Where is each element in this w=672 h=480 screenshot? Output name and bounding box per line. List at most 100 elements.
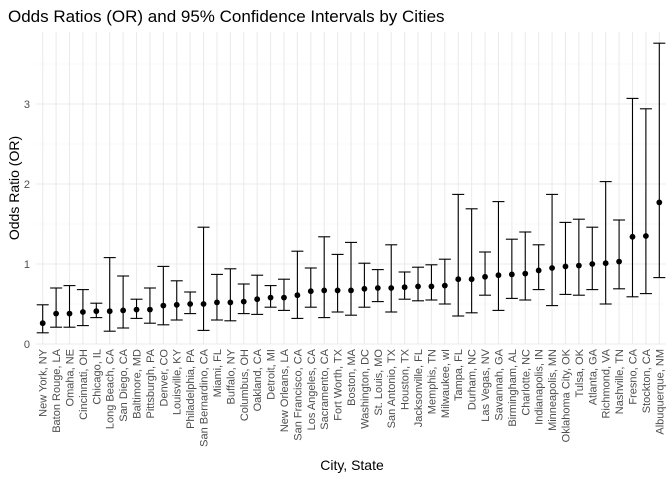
x-tick-label: San Diego, CA — [118, 348, 130, 421]
x-tick-label: Las Vegas, NV — [480, 348, 492, 421]
y-axis-title: Odds Ratio (OR) — [6, 136, 22, 240]
or-estimate-point — [602, 260, 609, 267]
or-estimate-point — [93, 308, 100, 315]
error-bar — [103, 257, 116, 332]
x-tick-label: Buffalo, NY — [225, 348, 237, 404]
or-estimate-point — [508, 271, 515, 278]
error-bar — [425, 264, 438, 301]
x-tick-label: Albuquerque, NM — [654, 349, 666, 435]
y-tick-label: 0 — [24, 339, 30, 351]
or-estimate-point — [39, 320, 46, 327]
x-tick-label: San Bernardino, CA — [199, 348, 211, 446]
x-axis-title: City, State — [320, 457, 384, 473]
error-bar — [76, 289, 89, 327]
error-bar — [559, 221, 572, 295]
or-estimate-point — [401, 284, 408, 291]
x-tick-label: Oklahoma City, OK — [560, 348, 572, 442]
x-tick-label: St. Louis, MO — [373, 349, 385, 416]
x-tick-label: Charlotte, NC — [520, 349, 532, 416]
plot-marks — [36, 42, 666, 334]
error-bar — [117, 275, 130, 329]
x-tick-label: Houston, TX — [400, 348, 412, 410]
or-estimate-point — [656, 199, 663, 206]
x-axis-ticks: New York, NY Baton Rouge, LA Omaha, NE Cinc… — [38, 348, 667, 447]
x-tick-label: Sacramento, CA — [319, 348, 331, 429]
x-tick-label: Chicago, IL — [91, 349, 103, 405]
or-estimate-point — [53, 310, 60, 317]
x-tick-label: Fort Worth, TX — [333, 348, 345, 420]
x-tick-label: Nashville, TN — [614, 349, 626, 414]
or-estimate-point — [361, 285, 368, 292]
x-tick-label: Indianapolis, IN — [534, 349, 546, 425]
or-estimate-point — [468, 276, 475, 283]
x-tick-label: Miami, FL — [212, 349, 224, 397]
or-estimate-point — [66, 310, 73, 317]
x-tick-label: Detroit, MI — [266, 349, 278, 400]
error-bar — [452, 193, 465, 317]
or-estimate-point — [374, 285, 381, 291]
or-estimate-point — [214, 299, 220, 306]
or-estimate-point — [240, 298, 247, 305]
x-tick-label: Washington, DC — [359, 349, 371, 429]
or-estimate-point — [227, 299, 234, 306]
error-bar — [237, 283, 250, 315]
x-tick-label: Cincinnati, OH — [78, 349, 90, 420]
chart-title: Odds Ratios (OR) and 95% Confidence Inte… — [8, 7, 445, 26]
error-bar — [157, 265, 170, 326]
error-bar — [277, 278, 290, 311]
x-tick-label: Oakland, CA — [252, 348, 264, 411]
or-estimate-point — [428, 283, 435, 290]
error-bar — [412, 266, 425, 302]
x-tick-label: Stockton, CA — [641, 348, 653, 413]
or-estimate-point — [200, 301, 207, 307]
error-bar — [63, 285, 76, 328]
or-estimate-point — [80, 309, 86, 315]
error-bar — [398, 271, 411, 300]
or-estimate-point — [535, 267, 542, 274]
error-bar — [519, 231, 532, 301]
error-bar — [385, 244, 398, 313]
or-estimate-point — [334, 287, 341, 294]
x-tick-label: Boston, MA — [346, 348, 358, 406]
error-bar — [264, 285, 277, 308]
or-estimate-point — [629, 233, 636, 240]
or-estimate-point — [281, 294, 287, 301]
x-tick-label: Long Beach, CA — [105, 348, 117, 429]
error-bar — [50, 287, 63, 328]
x-tick-label: Richmond, VA — [601, 348, 613, 418]
x-tick-label: Jacksonville, FL — [413, 349, 425, 427]
x-tick-label: Durham, NC — [467, 349, 479, 410]
y-tick-label: 3 — [24, 99, 30, 111]
x-tick-label: Savannah, GA — [493, 348, 505, 420]
x-tick-label: Minneapolis, MN — [547, 349, 559, 431]
error-bar — [465, 208, 478, 314]
error-bar — [371, 269, 384, 303]
x-tick-label: Fresno, CA — [627, 348, 639, 404]
or-estimate-point — [455, 276, 462, 283]
x-tick-label: New York, NY — [38, 348, 50, 417]
x-tick-label: Milwaukee, wI — [440, 349, 452, 418]
error-bar — [197, 226, 210, 331]
or-estimate-point — [106, 308, 113, 315]
x-tick-label: New Orleans, LA — [279, 348, 291, 432]
error-bar — [546, 193, 559, 307]
or-estimate-point — [495, 272, 502, 279]
x-tick-label: Atlanta, GA — [587, 348, 599, 405]
error-bar — [170, 280, 183, 321]
y-tick-label: 1 — [24, 259, 30, 271]
error-bar — [653, 42, 666, 279]
or-estimate-point — [307, 288, 314, 295]
x-tick-label: Columbus, OH — [239, 349, 251, 421]
x-tick-label: Tampa, FL — [453, 349, 465, 401]
or-estimate-point — [147, 306, 153, 313]
error-bar — [291, 250, 304, 319]
or-estimate-point — [562, 263, 569, 270]
or-estimate-point — [160, 302, 167, 309]
x-tick-label: Omaha, NE — [65, 349, 77, 406]
or-estimate-point — [120, 307, 127, 314]
x-tick-label: San Antonio, TX — [386, 348, 398, 428]
error-bar — [505, 238, 518, 299]
or-estimate-point — [589, 261, 596, 267]
x-tick-label: Pittsburgh, PA — [145, 348, 157, 418]
or-estimate-point — [415, 283, 421, 290]
